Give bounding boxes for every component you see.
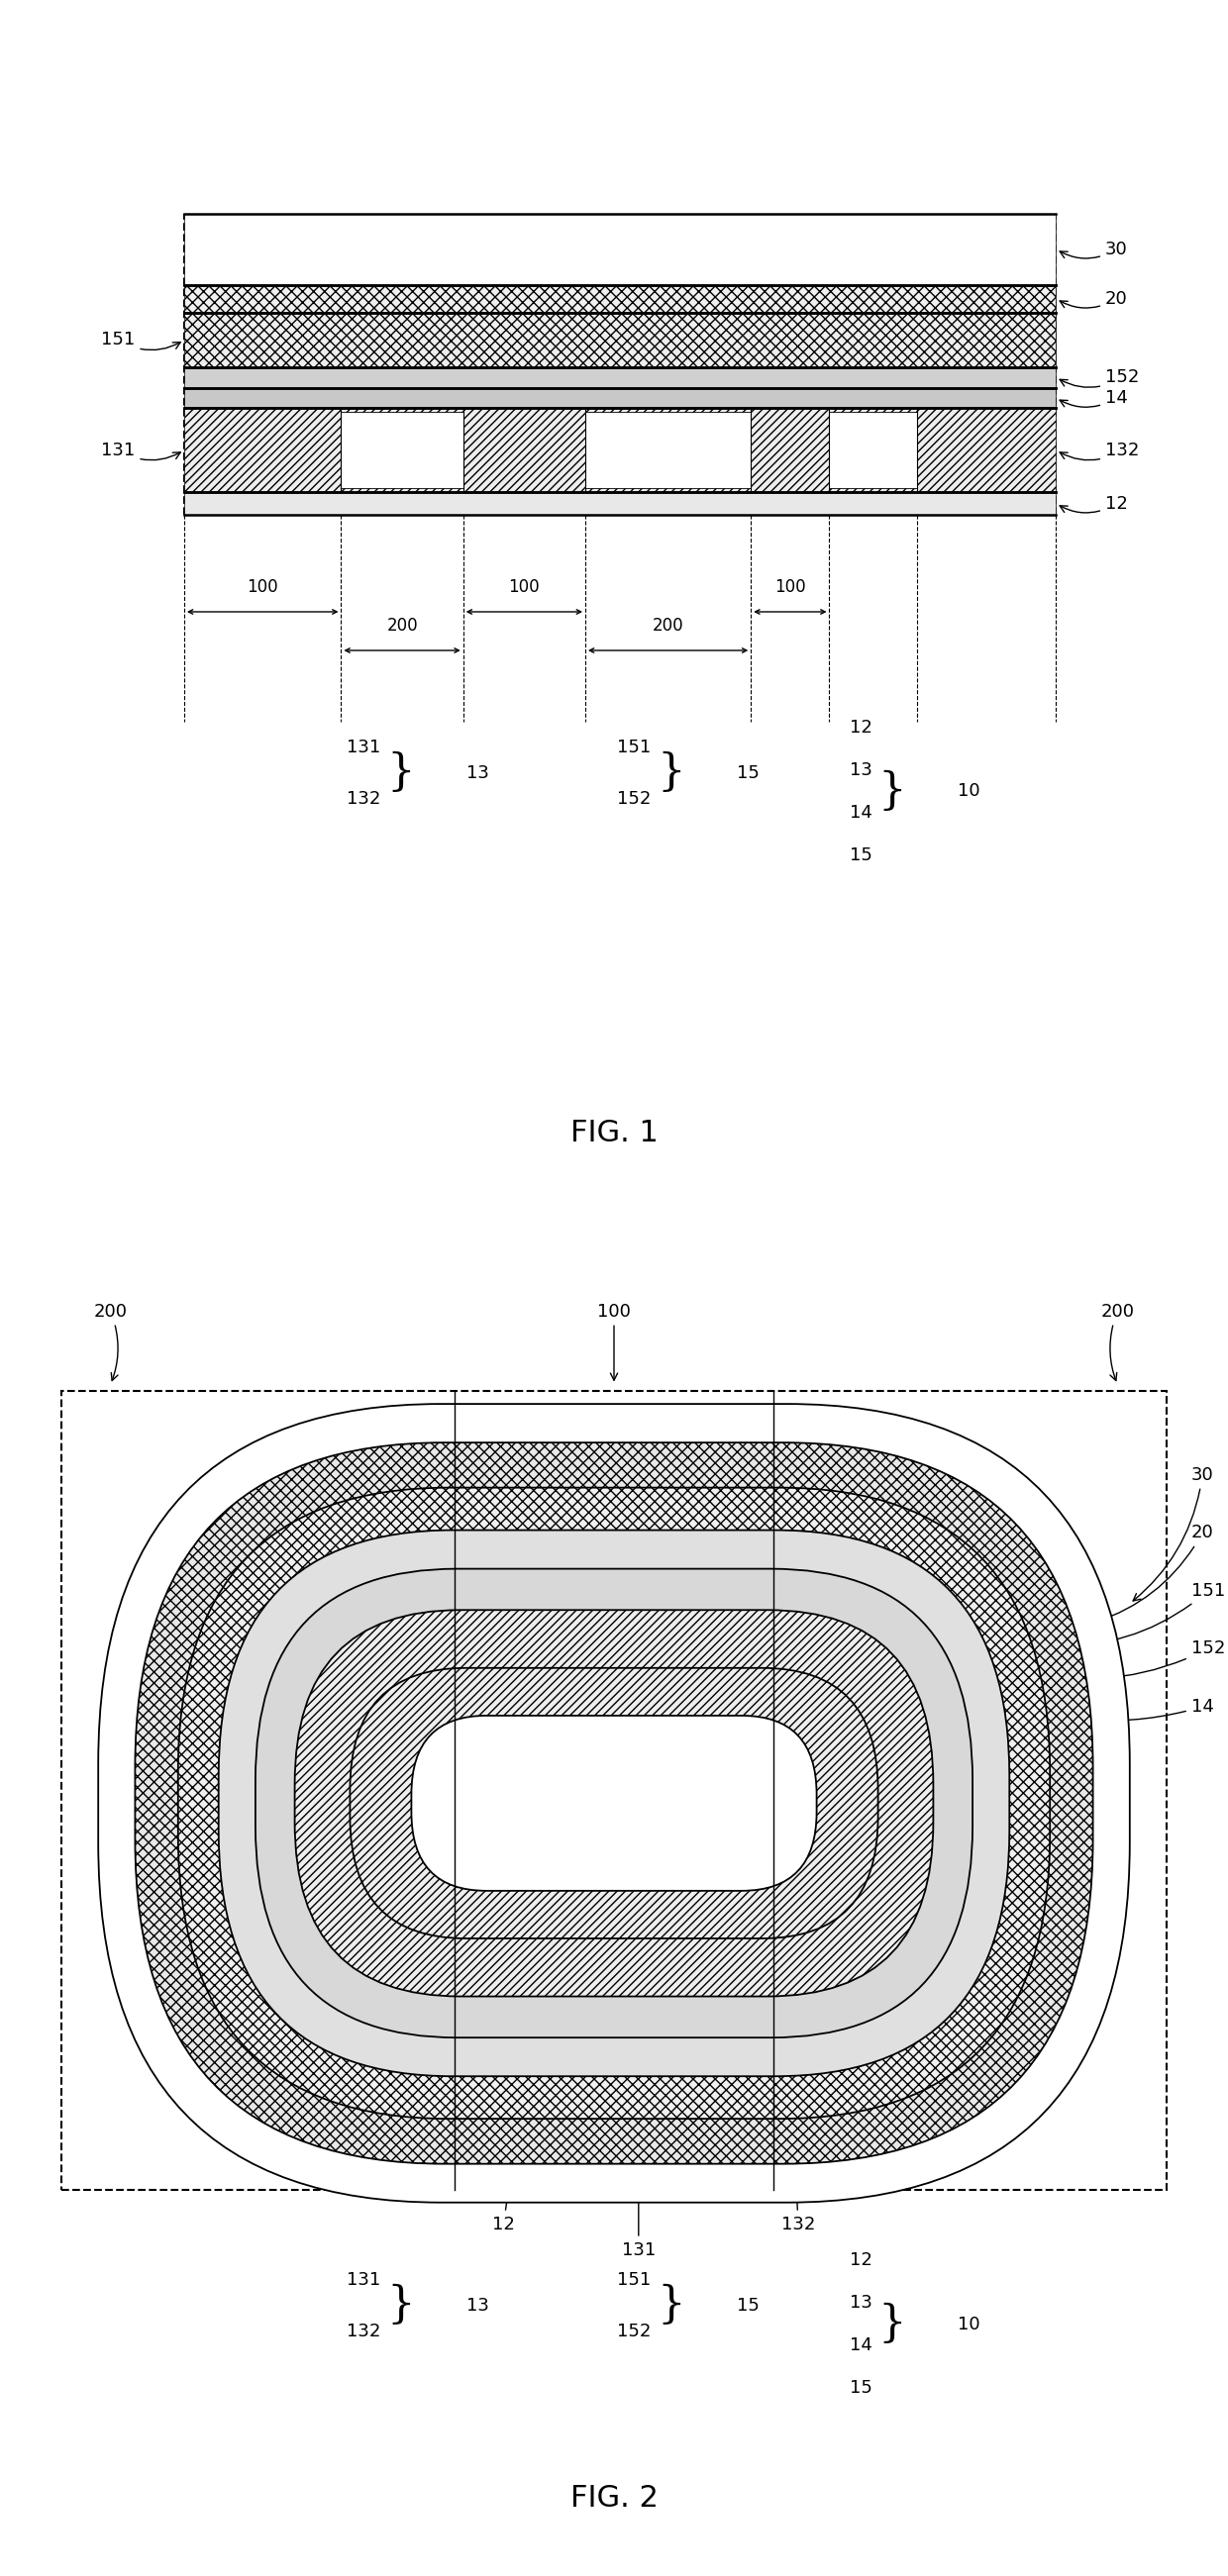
Text: 151: 151 — [1054, 1582, 1226, 1649]
Text: 14: 14 — [850, 2336, 872, 2354]
Text: 14: 14 — [850, 804, 872, 822]
Text: 13: 13 — [467, 2298, 489, 2313]
Bar — [341, 412, 463, 487]
Text: 100: 100 — [775, 580, 806, 598]
Text: 100: 100 — [247, 580, 279, 598]
Bar — [184, 366, 1056, 386]
Text: FIG. 1: FIG. 1 — [570, 1118, 658, 1149]
Bar — [184, 214, 1056, 283]
Text: 30: 30 — [1133, 1466, 1213, 1600]
Text: 131: 131 — [346, 739, 381, 755]
Text: }: } — [878, 2303, 906, 2347]
Bar — [61, 1391, 1167, 2190]
Text: 152: 152 — [616, 2324, 651, 2339]
Text: 151: 151 — [616, 739, 651, 755]
Text: 200: 200 — [387, 618, 418, 636]
Text: 132: 132 — [781, 1976, 815, 2233]
Text: 15: 15 — [737, 2298, 759, 2313]
Text: 15: 15 — [850, 2380, 872, 2396]
Text: 15: 15 — [737, 765, 759, 781]
FancyBboxPatch shape — [219, 1530, 1009, 2076]
Text: 13: 13 — [850, 762, 872, 778]
Bar — [184, 286, 1056, 314]
Text: 100: 100 — [508, 580, 540, 598]
Text: 20: 20 — [1060, 291, 1127, 309]
FancyBboxPatch shape — [135, 1443, 1093, 2164]
Text: 200: 200 — [93, 1303, 128, 1381]
Text: 15: 15 — [850, 848, 872, 863]
Text: 30: 30 — [1060, 240, 1127, 258]
Bar — [184, 407, 1056, 492]
Text: 10: 10 — [958, 2316, 980, 2334]
Bar — [829, 412, 916, 487]
Text: 10: 10 — [958, 783, 980, 801]
Text: 13: 13 — [467, 765, 489, 781]
Text: 131: 131 — [621, 1994, 656, 2259]
Text: }: } — [387, 752, 415, 793]
Text: 151: 151 — [101, 332, 181, 350]
FancyBboxPatch shape — [295, 1610, 933, 1996]
FancyBboxPatch shape — [98, 1404, 1130, 2202]
Text: 152: 152 — [616, 791, 651, 806]
Text: 132: 132 — [1060, 440, 1140, 461]
Bar — [586, 412, 752, 487]
FancyBboxPatch shape — [255, 1569, 973, 2038]
Text: }: } — [878, 770, 906, 814]
Text: 20: 20 — [1097, 1525, 1213, 1623]
FancyBboxPatch shape — [178, 1489, 1050, 2117]
Text: 14: 14 — [976, 1687, 1213, 1721]
Bar — [184, 389, 1056, 407]
Text: }: } — [387, 2285, 415, 2326]
Text: 152: 152 — [1013, 1641, 1226, 1680]
Text: 12: 12 — [492, 1976, 543, 2233]
Text: 12: 12 — [850, 2251, 872, 2269]
Text: 200: 200 — [1100, 1303, 1135, 1381]
Text: 152: 152 — [1060, 368, 1140, 386]
FancyBboxPatch shape — [350, 1669, 878, 1937]
Text: 12: 12 — [850, 719, 872, 737]
Text: 100: 100 — [597, 1303, 631, 1381]
Bar — [184, 492, 1056, 515]
Text: 132: 132 — [346, 2324, 381, 2339]
Text: FIG. 2: FIG. 2 — [570, 2483, 658, 2514]
Text: 132: 132 — [346, 791, 381, 806]
Text: 12: 12 — [1060, 495, 1127, 513]
Text: 200: 200 — [652, 618, 684, 636]
Bar — [184, 314, 1056, 366]
Text: 13: 13 — [850, 2295, 872, 2311]
Text: 151: 151 — [616, 2272, 651, 2287]
Text: }: } — [657, 752, 685, 793]
Text: }: } — [657, 2285, 685, 2326]
Text: 131: 131 — [101, 440, 181, 461]
Text: 131: 131 — [346, 2272, 381, 2287]
FancyBboxPatch shape — [411, 1716, 817, 1891]
Text: 14: 14 — [1060, 389, 1127, 407]
